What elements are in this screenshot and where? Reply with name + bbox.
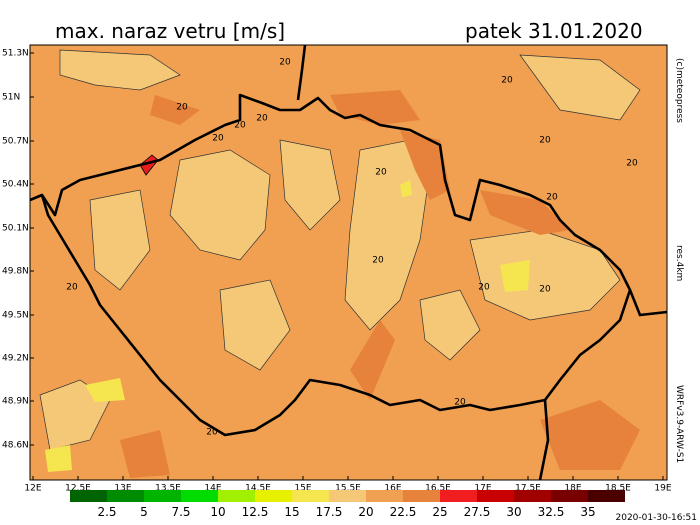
colorbar-label: 12.5 bbox=[242, 505, 269, 519]
lon-label: 14E bbox=[204, 484, 221, 494]
colorbar-label: 7.5 bbox=[171, 505, 190, 519]
map-title: max. naraz vetru [m/s] bbox=[55, 19, 285, 43]
contour-label: 20 bbox=[626, 159, 638, 169]
colorbar-bin bbox=[144, 490, 181, 502]
model: WRFv3.9-ARW-S1 bbox=[674, 385, 684, 463]
lon-label: 17E bbox=[474, 484, 491, 494]
contour-label: 20 bbox=[234, 121, 246, 131]
lon-label: 12.5E bbox=[65, 484, 91, 494]
colorbar-bin bbox=[255, 490, 292, 502]
colorbar-label: 17.5 bbox=[316, 505, 343, 519]
colorbar-bin bbox=[181, 490, 218, 502]
contour-label: 20 bbox=[372, 256, 384, 266]
contour-label: 20 bbox=[279, 58, 291, 68]
contour-label: 20 bbox=[546, 193, 558, 203]
contour-label: 20 bbox=[176, 103, 188, 113]
timestamp: 2020-01-30-16:51 bbox=[616, 513, 698, 523]
lon-label: 17.5E bbox=[515, 484, 541, 494]
colorbar-bin bbox=[218, 490, 255, 502]
contour-label: 20 bbox=[212, 134, 224, 144]
colorbar-label: 2.5 bbox=[97, 505, 116, 519]
colorbar-label: 22.5 bbox=[390, 505, 417, 519]
contour-label: 20 bbox=[501, 76, 513, 86]
contour-label: 20 bbox=[454, 398, 466, 408]
colorbar-bin bbox=[107, 490, 144, 502]
contour-label: 20 bbox=[206, 428, 218, 438]
lat-label: 49.2N bbox=[2, 354, 29, 364]
lon-label: 15E bbox=[294, 484, 311, 494]
colorbar-label: 35 bbox=[580, 505, 595, 519]
colorbar-bin bbox=[292, 490, 329, 502]
lon-label: 16E bbox=[384, 484, 401, 494]
colorbar-bin bbox=[514, 490, 551, 502]
lat-label: 50.4N bbox=[2, 180, 29, 190]
lon-label: 13E bbox=[114, 484, 131, 494]
colorbar-label: 27.5 bbox=[464, 505, 491, 519]
contour-label: 20 bbox=[66, 283, 78, 293]
colorbar-bin bbox=[551, 490, 588, 502]
lat-label: 50.1N bbox=[2, 224, 29, 234]
colorbar-bin bbox=[70, 490, 107, 502]
map-date: patek 31.01.2020 bbox=[465, 19, 643, 43]
lon-label: 18E bbox=[564, 484, 581, 494]
contour-label: 20 bbox=[478, 283, 490, 293]
lat-label: 48.9N bbox=[2, 397, 29, 407]
lon-label: 14.5E bbox=[245, 484, 271, 494]
colorbar-bin bbox=[440, 490, 477, 502]
lat-label: 51N bbox=[2, 93, 20, 103]
lat-label: 48.6N bbox=[2, 441, 29, 451]
map-area bbox=[29, 44, 668, 481]
colorbar-label: 10 bbox=[210, 505, 225, 519]
lon-label: 12E bbox=[24, 484, 41, 494]
lon-label: 16.5E bbox=[425, 484, 451, 494]
colorbar-bin bbox=[588, 490, 625, 502]
colorbar-label: 20 bbox=[358, 505, 373, 519]
lon-label: 13.5E bbox=[155, 484, 181, 494]
colorbar-label: 30 bbox=[506, 505, 521, 519]
colorbar-bin bbox=[329, 490, 366, 502]
credit: (c)meteopress bbox=[674, 58, 684, 123]
colorbar-bin bbox=[477, 490, 514, 502]
lat-label: 49.8N bbox=[2, 267, 29, 277]
lon-label: 19E bbox=[654, 484, 671, 494]
colorbar-bin bbox=[366, 490, 403, 502]
colorbar-label: 15 bbox=[284, 505, 299, 519]
colorbar-label: 32.5 bbox=[538, 505, 565, 519]
colorbar-label: 25 bbox=[432, 505, 447, 519]
resolution: res.4km bbox=[674, 245, 684, 281]
colorbar-label: 5 bbox=[140, 505, 148, 519]
lon-label: 18.5E bbox=[605, 484, 631, 494]
lon-label: 15.5E bbox=[335, 484, 361, 494]
lat-label: 50.7N bbox=[2, 137, 29, 147]
colorbar-bin bbox=[403, 490, 440, 502]
contour-label: 20 bbox=[256, 114, 268, 124]
lat-label: 49.5N bbox=[2, 311, 29, 321]
contour-label: 20 bbox=[539, 285, 551, 295]
contour-label: 20 bbox=[375, 168, 387, 178]
lat-label: 51.3N bbox=[2, 49, 29, 59]
contour-label: 20 bbox=[539, 136, 551, 146]
